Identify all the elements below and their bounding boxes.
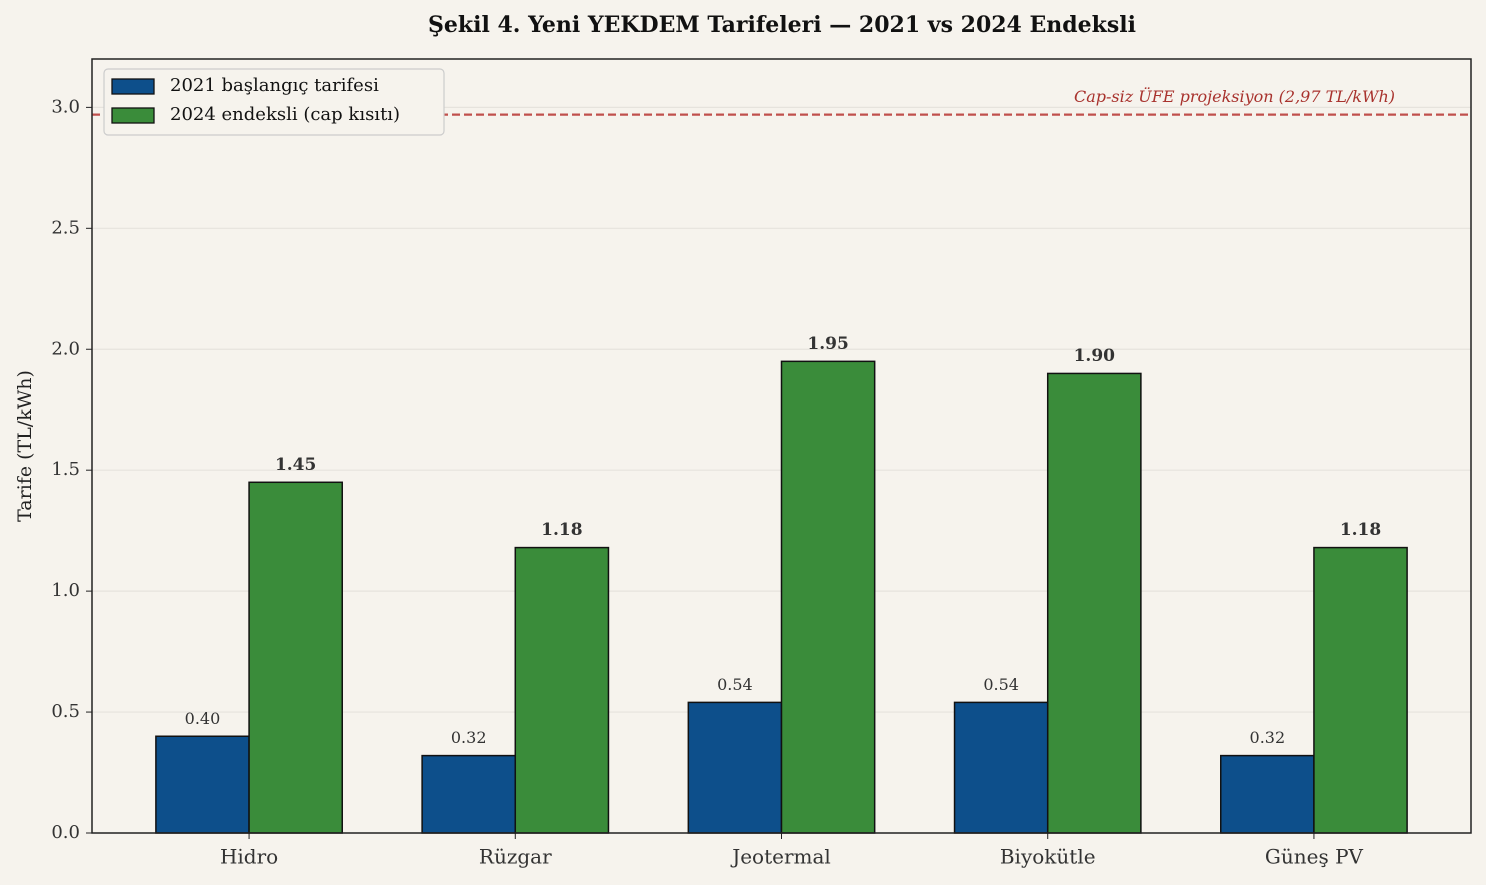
y-tick-label: 0.0 (51, 822, 80, 843)
legend-swatch (111, 78, 155, 95)
value-label: 1.18 (541, 520, 582, 540)
x-tick-label: Rüzgar (479, 845, 552, 869)
bar (421, 754, 517, 834)
value-label: 0.54 (717, 675, 753, 694)
y-tick-label: 1.5 (51, 459, 80, 480)
x-tick-label: Güneş PV (1265, 845, 1364, 869)
x-tick-label: Jeotermal (730, 845, 831, 869)
value-label: 1.18 (1340, 520, 1381, 540)
bar (780, 360, 876, 834)
y-tick-label: 2.0 (51, 338, 80, 359)
value-label: 0.54 (983, 675, 1019, 694)
y-tick-label: 3.0 (51, 96, 80, 117)
y-tick-label: 2.5 (51, 217, 80, 238)
bar (687, 701, 783, 834)
bar (514, 546, 610, 834)
bar (1220, 754, 1315, 834)
chart-title: Şekil 4. Yeni YEKDEM Tarifeleri — 2021 v… (428, 12, 1136, 38)
x-tick-label: Biyokütle (1000, 845, 1096, 869)
bar (155, 735, 250, 834)
legend-swatch (111, 107, 155, 124)
y-tick-label: 0.5 (51, 701, 80, 722)
reference-label: Cap-siz ÜFE projeksiyon (2,97 TL/kWh) (1074, 86, 1395, 106)
legend-label: 2024 endeksli (cap kısıtı) (170, 104, 400, 125)
bar (1046, 372, 1142, 834)
legend-label: 2021 başlangıç tarifesi (170, 75, 379, 96)
y-axis-label: Tarife (TL/kWh) (14, 370, 36, 522)
bar (1313, 546, 1408, 834)
legend-box (103, 68, 445, 136)
value-label: 0.40 (185, 709, 221, 728)
value-label: 0.32 (1250, 728, 1286, 747)
value-label: 1.95 (807, 334, 848, 354)
value-label: 1.90 (1074, 346, 1116, 366)
x-tick-label: Hidro (220, 845, 278, 869)
bar (953, 701, 1049, 834)
value-label: 0.32 (451, 728, 487, 747)
value-label: 1.45 (275, 455, 316, 475)
bar (248, 481, 343, 834)
plot-frame (91, 58, 1472, 834)
y-tick-label: 1.0 (51, 580, 80, 601)
